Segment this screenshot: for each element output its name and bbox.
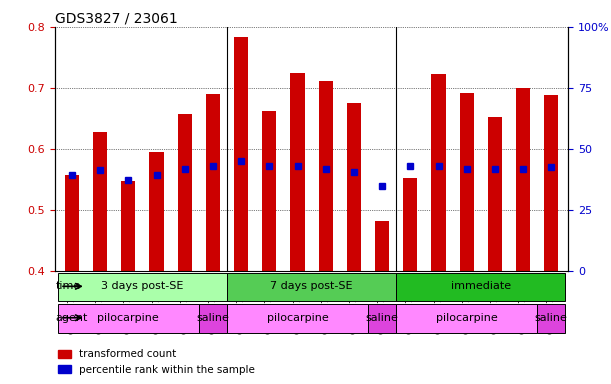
Bar	[206, 94, 220, 271]
FancyBboxPatch shape	[58, 304, 199, 333]
Text: saline: saline	[535, 313, 568, 323]
Text: pilocarpine: pilocarpine	[266, 313, 328, 323]
Bar	[544, 95, 558, 271]
Bar	[150, 152, 164, 271]
Text: 7 days post-SE: 7 days post-SE	[270, 281, 353, 291]
Text: saline: saline	[365, 313, 398, 323]
Legend: transformed count, percentile rank within the sample: transformed count, percentile rank withi…	[54, 345, 259, 379]
FancyBboxPatch shape	[58, 273, 227, 301]
Text: saline: saline	[197, 313, 229, 323]
FancyBboxPatch shape	[396, 273, 565, 301]
Bar	[65, 175, 79, 271]
FancyBboxPatch shape	[396, 304, 537, 333]
FancyBboxPatch shape	[227, 273, 396, 301]
Bar	[93, 132, 107, 271]
Text: GDS3827 / 23061: GDS3827 / 23061	[55, 12, 178, 26]
Bar	[516, 88, 530, 271]
Text: pilocarpine: pilocarpine	[97, 313, 159, 323]
Text: time: time	[56, 281, 81, 291]
Text: agent: agent	[56, 313, 88, 323]
Bar	[121, 181, 136, 271]
FancyBboxPatch shape	[199, 304, 227, 333]
Bar	[347, 103, 361, 271]
Bar	[262, 111, 276, 271]
Bar	[403, 178, 417, 271]
Bar	[319, 81, 333, 271]
Bar	[290, 73, 304, 271]
Bar	[375, 221, 389, 271]
Bar	[459, 93, 474, 271]
FancyBboxPatch shape	[537, 304, 565, 333]
Bar	[488, 117, 502, 271]
Bar	[431, 74, 445, 271]
FancyBboxPatch shape	[368, 304, 396, 333]
Bar	[178, 114, 192, 271]
FancyBboxPatch shape	[227, 304, 368, 333]
Bar	[234, 37, 248, 271]
Text: immediate: immediate	[451, 281, 511, 291]
Text: 3 days post-SE: 3 days post-SE	[101, 281, 183, 291]
Text: pilocarpine: pilocarpine	[436, 313, 497, 323]
